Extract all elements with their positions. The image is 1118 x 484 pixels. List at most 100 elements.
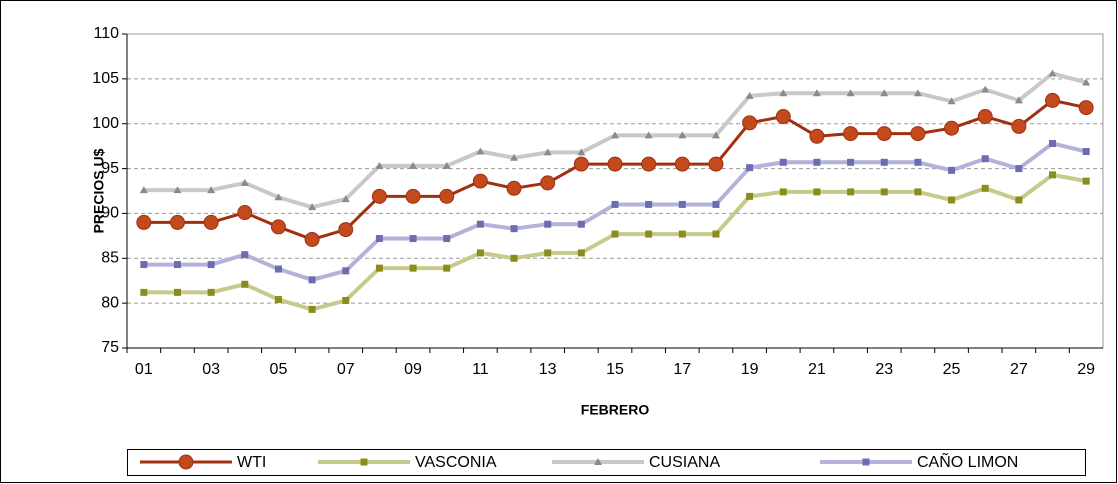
point-marker bbox=[342, 267, 350, 275]
point-marker bbox=[843, 126, 859, 142]
legend-label: WTI bbox=[237, 454, 266, 471]
point-marker bbox=[708, 156, 724, 172]
point-marker bbox=[308, 276, 316, 284]
point-marker bbox=[543, 148, 552, 156]
point-marker bbox=[880, 188, 888, 196]
point-marker bbox=[607, 156, 623, 172]
point-marker bbox=[645, 230, 653, 238]
point-marker bbox=[847, 158, 855, 166]
point-marker bbox=[371, 188, 387, 204]
point-marker bbox=[241, 251, 249, 259]
point-marker bbox=[745, 91, 754, 99]
point-marker bbox=[169, 214, 185, 230]
point-marker bbox=[809, 128, 825, 144]
point-marker bbox=[1048, 69, 1057, 77]
point-marker bbox=[510, 225, 518, 233]
point-marker bbox=[207, 288, 215, 296]
point-marker bbox=[443, 235, 451, 243]
x-tick-label: 23 bbox=[875, 361, 893, 378]
point-marker bbox=[1014, 96, 1023, 104]
x-tick-label: 27 bbox=[1010, 361, 1028, 378]
point-marker bbox=[274, 193, 283, 201]
point-marker bbox=[678, 131, 687, 139]
x-tick-label: 09 bbox=[404, 361, 422, 378]
legend-marker bbox=[360, 458, 368, 466]
point-marker bbox=[910, 126, 926, 142]
point-marker bbox=[270, 219, 286, 235]
x-tick-label: 29 bbox=[1077, 361, 1095, 378]
point-marker bbox=[1011, 118, 1027, 134]
point-marker bbox=[645, 200, 653, 208]
point-marker bbox=[577, 249, 585, 257]
point-marker bbox=[711, 131, 720, 139]
x-tick-label: 15 bbox=[606, 361, 624, 378]
point-marker bbox=[847, 188, 855, 196]
point-marker bbox=[577, 148, 586, 156]
point-marker bbox=[913, 89, 922, 97]
point-marker bbox=[240, 178, 249, 186]
point-marker bbox=[140, 261, 148, 269]
point-marker bbox=[510, 153, 519, 161]
point-marker bbox=[746, 192, 754, 200]
point-marker bbox=[409, 264, 417, 272]
point-marker bbox=[1015, 196, 1023, 204]
point-marker bbox=[409, 235, 417, 243]
legend-marker bbox=[594, 458, 602, 465]
point-marker bbox=[308, 203, 317, 211]
point-marker bbox=[914, 158, 922, 166]
point-marker bbox=[611, 131, 619, 139]
point-marker bbox=[274, 296, 282, 304]
point-marker bbox=[779, 188, 787, 196]
point-marker bbox=[977, 109, 993, 125]
point-marker bbox=[506, 180, 522, 196]
point-marker bbox=[914, 188, 922, 196]
point-marker bbox=[573, 156, 589, 172]
point-marker bbox=[173, 288, 181, 296]
point-marker bbox=[742, 115, 758, 131]
point-marker bbox=[375, 264, 383, 272]
y-tick-label: 110 bbox=[93, 25, 119, 42]
point-marker bbox=[779, 158, 787, 166]
point-marker bbox=[140, 288, 148, 296]
point-marker bbox=[304, 231, 320, 247]
point-marker bbox=[876, 126, 892, 142]
point-marker bbox=[678, 230, 686, 238]
point-marker bbox=[375, 161, 384, 169]
point-marker bbox=[139, 186, 148, 194]
point-marker bbox=[136, 214, 152, 230]
point-marker bbox=[173, 186, 182, 194]
point-marker bbox=[981, 184, 989, 192]
point-marker bbox=[207, 186, 216, 194]
point-marker bbox=[981, 155, 989, 163]
point-marker bbox=[1049, 139, 1057, 147]
point-marker bbox=[712, 230, 720, 238]
point-marker bbox=[674, 156, 690, 172]
point-marker bbox=[644, 131, 653, 139]
point-marker bbox=[948, 166, 956, 174]
x-tick-label: 21 bbox=[808, 361, 826, 378]
point-marker bbox=[375, 235, 383, 243]
point-marker bbox=[476, 220, 484, 228]
point-marker bbox=[1082, 78, 1091, 86]
point-marker bbox=[338, 222, 354, 238]
point-marker bbox=[442, 161, 451, 169]
y-tick-label: 90 bbox=[101, 205, 119, 222]
point-marker bbox=[510, 254, 518, 262]
point-marker bbox=[577, 220, 585, 228]
x-tick-label: 17 bbox=[673, 361, 691, 378]
legend-marker bbox=[862, 458, 870, 466]
point-marker bbox=[544, 220, 552, 228]
legend-label: CUSIANA bbox=[649, 454, 720, 471]
point-marker bbox=[1078, 100, 1094, 116]
point-marker bbox=[443, 264, 451, 272]
point-marker bbox=[812, 89, 821, 97]
point-marker bbox=[241, 280, 249, 288]
y-tick-label: 105 bbox=[92, 70, 119, 87]
point-marker bbox=[846, 89, 855, 97]
point-marker bbox=[203, 214, 219, 230]
point-marker bbox=[237, 205, 253, 221]
x-tick-label: 03 bbox=[202, 361, 220, 378]
point-marker bbox=[341, 195, 350, 203]
